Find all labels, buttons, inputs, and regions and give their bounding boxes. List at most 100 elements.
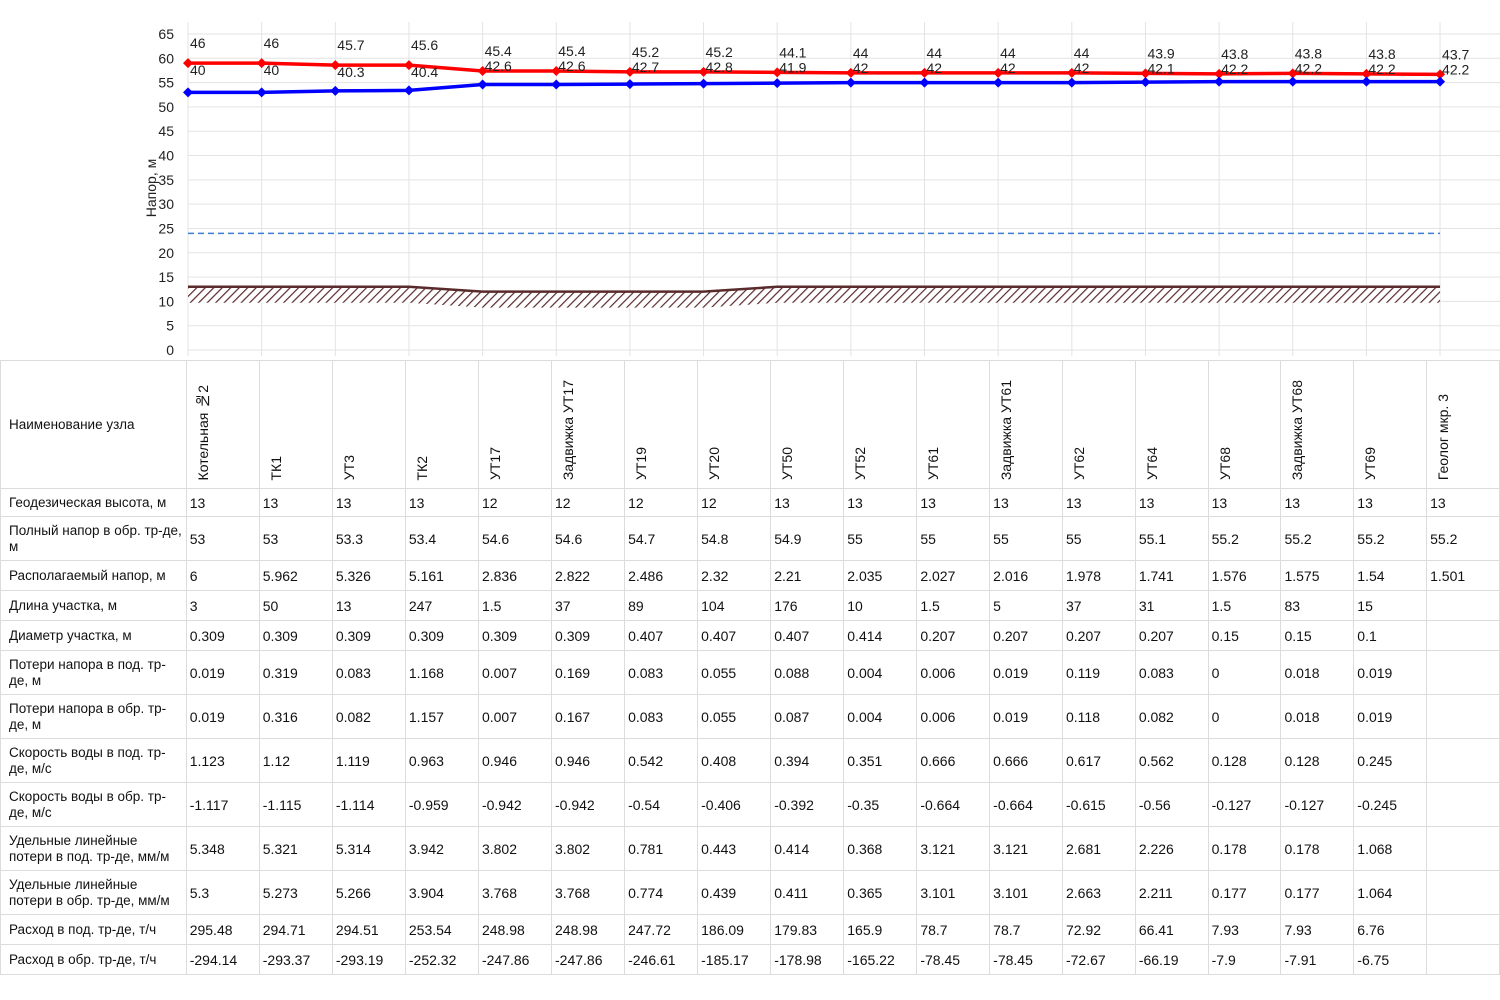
table-cell: -0.392 <box>770 782 845 827</box>
table-cell: 0.365 <box>843 870 918 915</box>
supply-point <box>1435 69 1446 80</box>
table-cell: 5 <box>989 590 1063 621</box>
table-cell: 1.068 <box>1353 826 1428 871</box>
supply-data-label: 45.2 <box>706 44 733 60</box>
table-cell: 294.71 <box>258 914 333 945</box>
supply-point <box>330 60 341 71</box>
table-cell: 3.904 <box>404 870 479 915</box>
table-cell: 0.15 <box>1280 620 1355 651</box>
table-cell: 2.822 <box>551 560 626 591</box>
table-cell: 13 <box>916 488 991 517</box>
table-cell: 0.439 <box>697 870 772 915</box>
table-cell <box>1426 870 1500 915</box>
table-row: Удельные линейные потери в обр. тр-де, м… <box>0 870 1500 915</box>
node-name: УТ50 <box>779 446 796 480</box>
supply-point <box>698 66 709 77</box>
supply-data-label: 46 <box>190 35 206 51</box>
table-cell: 83 <box>1280 590 1355 621</box>
node-name: УТ3 <box>340 454 357 480</box>
supply-data-label: 45.6 <box>411 37 438 53</box>
table-cell: 176 <box>770 590 845 621</box>
table-cell: 2.663 <box>1061 870 1136 915</box>
return-data-label: 40.4 <box>411 64 438 80</box>
supply-data-label: 44 <box>853 45 869 61</box>
y-tick-label: 45 <box>158 123 174 139</box>
return-point <box>1214 76 1225 87</box>
y-tick-label: 55 <box>158 75 174 91</box>
table-cell: 55.2 <box>1207 516 1282 561</box>
table-cell: 0.1 <box>1353 620 1428 651</box>
row-label: Потери напора в под. тр-де, м <box>0 650 187 695</box>
table-cell: 0.178 <box>1207 826 1282 871</box>
node-name: УТ69 <box>1362 446 1379 480</box>
y-tick-label: 5 <box>166 318 174 334</box>
supply-point <box>551 65 562 76</box>
table-cell: 7.93 <box>1207 914 1282 945</box>
supply-point <box>403 60 414 71</box>
table-cell: 37 <box>1061 590 1136 621</box>
piezometric-chart: 46 46 45.7 45.6 45.4 45.4 45.2 45.2 44.1 44 44 44 44… <box>0 0 1500 360</box>
table-cell: 0.083 <box>624 694 699 739</box>
table-cell: 1.168 <box>404 650 479 695</box>
table-cell: -293.37 <box>258 944 333 975</box>
table-cell: 0.207 <box>1134 620 1209 651</box>
return-data-label: 42.7 <box>632 59 659 75</box>
table-cell: 6 <box>185 560 260 591</box>
return-point <box>993 77 1004 88</box>
table-cell: 104 <box>697 590 772 621</box>
node-name-cell: Котельная №2 <box>185 360 260 489</box>
table-cell: 0.617 <box>1061 738 1136 783</box>
chart-svg: 46 46 45.7 45.6 45.4 45.4 45.2 45.2 44.1 44 44 44 44… <box>143 22 1500 358</box>
table-cell: -165.22 <box>843 944 918 975</box>
table-cell: 12 <box>624 488 699 517</box>
table-cell <box>1426 620 1500 651</box>
table-cell: 186.09 <box>697 914 772 945</box>
supply-point <box>1140 68 1151 79</box>
node-name-cell: ТК1 <box>258 360 333 489</box>
table-cell: 53 <box>185 516 260 561</box>
y-tick-label: 10 <box>158 293 174 309</box>
table-cell <box>1426 590 1500 621</box>
table-cell: 3.101 <box>916 870 991 915</box>
row-label: Длина участка, м <box>0 590 187 621</box>
return-point <box>845 77 856 88</box>
node-name-cell: Задвижка УТ17 <box>551 360 626 489</box>
table-cell: 1.5 <box>477 590 553 621</box>
table-cell: 0.309 <box>331 620 406 651</box>
return-point <box>403 85 414 96</box>
return-point <box>183 87 193 98</box>
table-cell: 5.348 <box>185 826 260 871</box>
table-cell: 13 <box>185 488 260 517</box>
return-data-label: 42 <box>1000 60 1016 76</box>
table-cell: 3.802 <box>477 826 553 871</box>
y-tick-label: 35 <box>158 172 174 188</box>
row-label: Геодезическая высота, м <box>0 488 187 517</box>
row-label: Полный напор в обр. тр-де, м <box>0 516 187 561</box>
y-tick-label: 60 <box>158 50 174 66</box>
table-cell: 1.064 <box>1353 870 1428 915</box>
supply-point <box>919 67 930 78</box>
supply-data-label: 44 <box>1000 45 1016 61</box>
return-data-label: 42 <box>1074 60 1090 76</box>
table-cell: 0.781 <box>624 826 699 871</box>
table-cell: 5.321 <box>258 826 333 871</box>
table-cell: 3.121 <box>916 826 991 871</box>
return-data-label: 40.3 <box>337 64 364 80</box>
table-cell: -0.664 <box>989 782 1063 827</box>
table-cell: 0.15 <box>1207 620 1282 651</box>
node-name: Геолог мкр. 3 <box>1435 393 1452 480</box>
table-cell: 3.121 <box>989 826 1063 871</box>
return-data-label: 42.6 <box>485 58 512 74</box>
table-cell: -7.91 <box>1280 944 1355 975</box>
table-cell: 0.007 <box>477 650 553 695</box>
table-cell: 3 <box>185 590 260 621</box>
table-cell <box>1426 738 1500 783</box>
table-row: Расход в обр. тр-де, т/ч -294.14 -293.37 -2… <box>0 944 1500 975</box>
table-cell: 0.118 <box>1061 694 1136 739</box>
table-cell: 10 <box>843 590 918 621</box>
table-cell: 0.167 <box>551 694 626 739</box>
table-cell: -247.86 <box>477 944 553 975</box>
table-cell: 6.76 <box>1353 914 1428 945</box>
table-cell: 0.309 <box>477 620 553 651</box>
return-point <box>919 77 930 88</box>
